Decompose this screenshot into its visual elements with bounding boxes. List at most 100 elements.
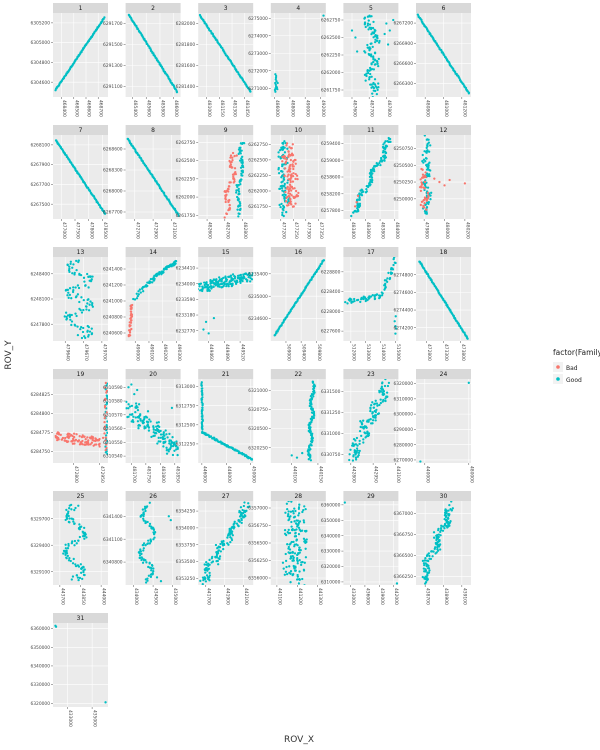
y-tick-label: 6313000 (176, 384, 196, 390)
point-good (422, 158, 426, 161)
point-good (288, 517, 291, 521)
point-bad (130, 312, 133, 316)
point-bad (103, 404, 107, 408)
y-tick-label: 6304600 (30, 80, 50, 86)
point-good (132, 420, 135, 424)
point-good (297, 582, 301, 585)
point-good (376, 37, 379, 40)
point-good (356, 455, 359, 458)
point-good (70, 297, 73, 300)
panel-points (198, 272, 254, 335)
facet-strip-label: 19 (77, 371, 85, 378)
x-tick-label: 486000 (274, 100, 280, 117)
x-tick-label: 438700 (425, 588, 431, 605)
point-good (362, 425, 365, 429)
x-tick-label: 492000 (320, 100, 326, 117)
point-good (90, 279, 93, 282)
point-good (290, 528, 294, 531)
point-bad (292, 172, 295, 175)
point-good (363, 16, 367, 19)
point-good (446, 516, 450, 520)
point-good (277, 155, 280, 158)
point-good (128, 413, 132, 416)
y-tick-label: 6234000 (176, 281, 196, 287)
point-good (289, 515, 292, 518)
point-good (221, 541, 224, 544)
point-good (214, 543, 218, 547)
point-good (295, 528, 298, 531)
point-good (139, 550, 142, 553)
point-good (289, 542, 292, 545)
point-bad (98, 445, 101, 448)
point-good (240, 164, 244, 167)
point-good (427, 174, 430, 178)
point-good (147, 539, 150, 542)
point-good (62, 552, 65, 555)
point-good (200, 381, 203, 384)
point-bad (229, 154, 233, 157)
y-tick-label: 6262250 (176, 176, 196, 182)
point-good (366, 69, 369, 73)
point-bad (228, 206, 232, 210)
point-bad (97, 439, 100, 442)
point-good (149, 575, 153, 578)
facet-strip (53, 3, 108, 13)
point-good (208, 571, 211, 575)
point-good (368, 46, 371, 49)
point-good (74, 506, 77, 510)
point-good (170, 406, 174, 410)
point-good (282, 214, 285, 218)
y-tick-label: 6282000 (176, 21, 196, 27)
point-good (287, 510, 290, 513)
point-good (228, 280, 232, 283)
point-good (386, 280, 389, 284)
point-good (372, 86, 376, 90)
x-tick-label: 479700 (101, 344, 107, 361)
point-good (152, 569, 155, 573)
x-tick-label: 473300 (443, 344, 449, 361)
point-good (89, 300, 92, 303)
point-bad (294, 158, 297, 162)
point-good (307, 423, 310, 427)
point-good (250, 458, 254, 461)
point-good (75, 574, 79, 577)
point-good (369, 418, 372, 421)
point-good (381, 400, 384, 403)
y-tick-label: 6350000 (321, 518, 341, 524)
point-good (303, 540, 306, 543)
point-good (421, 575, 424, 579)
x-tick-label: 484000 (394, 222, 400, 239)
panel-points (54, 139, 107, 215)
point-bad (97, 443, 101, 446)
point-good (204, 320, 208, 324)
point-bad (284, 200, 288, 203)
x-tick-label: 509800 (316, 344, 322, 361)
point-bad (229, 161, 232, 164)
point-good (279, 157, 282, 160)
point-good (63, 315, 66, 318)
point-good (293, 507, 296, 510)
point-bad (289, 201, 292, 205)
y-tick-label: 6240600 (103, 331, 123, 337)
point-good (303, 584, 306, 585)
panel-points (126, 137, 180, 218)
point-good (155, 576, 159, 579)
x-tick-label: 443700 (59, 588, 65, 605)
facet-strip-label: 9 (224, 127, 228, 134)
point-good (443, 517, 446, 521)
point-good (154, 431, 157, 435)
point-good (218, 278, 222, 281)
point-good (286, 543, 289, 546)
point-good (248, 272, 251, 275)
facet-panel-24: 2463200006310000630000062900006280000627… (393, 369, 474, 483)
point-good (223, 543, 226, 547)
point-good (286, 147, 289, 150)
facet-strip-label: 15 (222, 249, 230, 256)
y-tick-label: 6310580 (103, 399, 123, 405)
y-tick-label: 6305200 (30, 20, 50, 26)
point-good (172, 262, 175, 265)
point-good (79, 571, 83, 574)
y-tick-label: 6341100 (103, 537, 123, 543)
point-good (209, 435, 213, 438)
point-good (81, 530, 84, 533)
